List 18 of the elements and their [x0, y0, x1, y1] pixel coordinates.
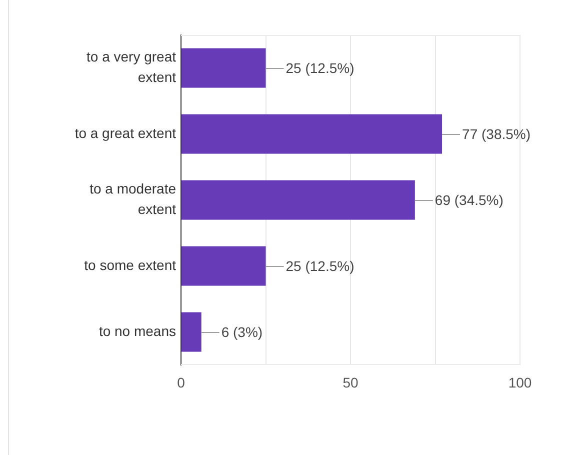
data-label: 77 (38.5%): [462, 126, 531, 142]
y-tick-label: to a moderate extent: [90, 180, 176, 218]
x-tick-label: 100: [508, 374, 532, 390]
y-tick-label: to a great extent: [74, 124, 176, 141]
bar: [182, 48, 266, 88]
bar: [182, 246, 266, 286]
y-tick-label: to no means: [98, 322, 176, 339]
data-label: 25 (12.5%): [286, 60, 354, 76]
y-tick-label: to a very great extent: [86, 48, 176, 86]
bar: [182, 312, 202, 352]
bar: [182, 114, 442, 154]
data-label: 25 (12.5%): [286, 258, 354, 274]
bar: [182, 180, 415, 220]
x-tick-label: 50: [342, 374, 358, 390]
data-label: 69 (34.5%): [434, 192, 504, 208]
x-tick-label: 0: [177, 374, 186, 390]
data-label: 6 (3%): [221, 324, 263, 340]
y-tick-label: to some extent: [84, 256, 176, 273]
